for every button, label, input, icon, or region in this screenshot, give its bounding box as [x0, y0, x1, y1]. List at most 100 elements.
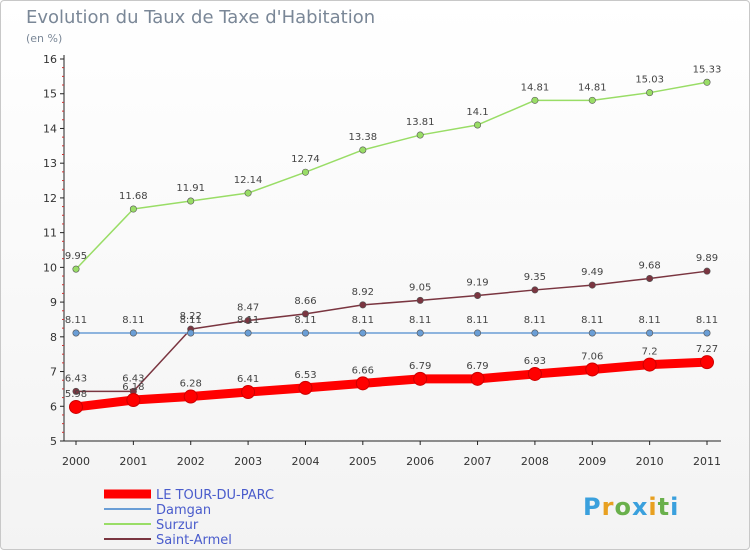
- data-label: 8.11: [639, 315, 661, 326]
- data-point: [416, 296, 424, 304]
- x-tick-label: 2008: [521, 455, 549, 468]
- logo-letter: i: [670, 493, 680, 521]
- y-tick-label: 15: [43, 88, 57, 101]
- data-label: 9.35: [524, 272, 546, 283]
- data-label: 8.22: [180, 311, 202, 322]
- data-label: 14.81: [521, 82, 550, 93]
- x-tick-label: 2004: [291, 455, 319, 468]
- x-tick-label: 2007: [464, 455, 492, 468]
- data-point: [241, 385, 256, 400]
- data-point: [359, 301, 367, 309]
- data-point: [642, 357, 657, 372]
- data-point: [72, 265, 80, 273]
- y-tick-label: 5: [50, 435, 57, 448]
- data-point: [531, 286, 539, 294]
- data-point: [413, 371, 428, 386]
- data-point: [126, 393, 141, 408]
- data-label: 13.81: [406, 117, 435, 128]
- x-tick-label: 2003: [234, 455, 262, 468]
- proxiti-logo: Proxiti: [583, 493, 679, 521]
- data-label: 6.93: [524, 356, 546, 367]
- data-point: [700, 355, 714, 370]
- data-point: [301, 310, 309, 318]
- y-tick-label: 16: [43, 53, 57, 66]
- data-point: [69, 399, 83, 414]
- data-point: [187, 329, 195, 337]
- data-point: [646, 274, 654, 282]
- data-point: [129, 329, 137, 337]
- data-label: 8.11: [696, 315, 718, 326]
- logo-letter: r: [601, 493, 615, 521]
- data-point: [72, 329, 80, 337]
- data-label: 14.1: [466, 107, 488, 118]
- data-label: 12.14: [234, 175, 263, 186]
- data-label: 6.28: [180, 379, 202, 390]
- data-point: [301, 329, 309, 337]
- data-label: 9.05: [409, 282, 431, 293]
- logo-letter: o: [614, 493, 632, 521]
- data-label: 7.06: [581, 351, 603, 362]
- data-label: 7.27: [696, 344, 718, 355]
- logo-letter: i: [648, 493, 658, 521]
- data-label: 5.98: [65, 389, 87, 400]
- data-point: [416, 329, 424, 337]
- data-point: [474, 329, 482, 337]
- legend-label: Damgan: [156, 503, 211, 518]
- data-label: 8.11: [466, 315, 488, 326]
- legend-label: Surzur: [156, 518, 199, 533]
- data-label: 11.68: [119, 191, 148, 202]
- data-point: [474, 121, 482, 129]
- data-point: [585, 362, 600, 377]
- data-point: [703, 78, 711, 86]
- data-label: 8.47: [237, 302, 259, 313]
- data-point: [646, 329, 654, 337]
- data-point: [416, 131, 424, 139]
- data-label: 11.91: [176, 183, 205, 194]
- data-point: [474, 291, 482, 299]
- data-label: 8.11: [409, 315, 431, 326]
- y-tick-label: 11: [43, 227, 57, 240]
- x-tick-label: 2006: [406, 455, 434, 468]
- data-label: 8.11: [352, 315, 374, 326]
- x-tick-label: 2011: [693, 455, 721, 468]
- data-label: 8.11: [122, 315, 144, 326]
- logo-letter: x: [631, 493, 649, 521]
- data-point: [646, 89, 654, 97]
- series-line: [71, 357, 712, 412]
- data-label: 9.68: [639, 260, 661, 271]
- data-label: 15.03: [635, 75, 664, 86]
- logo-letter: P: [583, 493, 602, 521]
- y-tick-label: 12: [43, 192, 57, 205]
- data-point: [359, 329, 367, 337]
- x-tick-label: 2000: [62, 455, 90, 468]
- chart-title: Evolution du Taux de Taxe d'Habitation: [26, 7, 376, 28]
- data-label: 8.92: [352, 287, 374, 298]
- data-point: [531, 96, 539, 104]
- x-tick-label: 2009: [578, 455, 606, 468]
- data-label: 9.19: [466, 277, 488, 288]
- legend-label: Saint-Armel: [156, 533, 232, 548]
- data-point: [588, 96, 596, 104]
- data-label: 6.41: [237, 374, 259, 385]
- data-point: [187, 197, 195, 205]
- series-line: [75, 81, 708, 270]
- data-point: [298, 380, 313, 395]
- y-tick-label: 7: [50, 366, 57, 379]
- data-point: [470, 371, 485, 386]
- data-label: 9.89: [696, 253, 718, 264]
- data-point: [244, 189, 252, 197]
- data-label: 12.74: [291, 154, 320, 165]
- y-tick-label: 13: [43, 157, 57, 170]
- data-label: 8.11: [180, 315, 202, 326]
- data-label: 9.95: [65, 251, 87, 262]
- x-tick-label: 2005: [349, 455, 377, 468]
- y-tick-label: 8: [50, 331, 57, 344]
- data-point: [129, 205, 137, 213]
- data-label: 8.11: [237, 315, 259, 326]
- data-label: 8.11: [524, 315, 546, 326]
- data-label: 6.43: [122, 373, 144, 384]
- data-point: [359, 146, 367, 154]
- data-label: 9.49: [581, 267, 603, 278]
